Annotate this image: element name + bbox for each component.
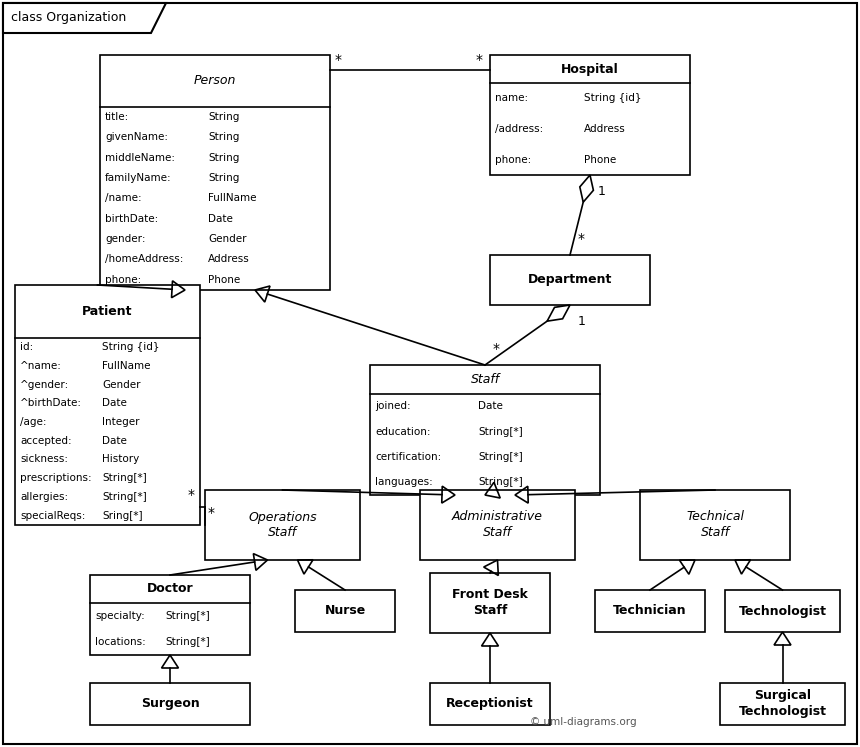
Text: Nurse: Nurse: [324, 604, 366, 618]
Text: String: String: [208, 132, 239, 142]
Text: String[*]: String[*]: [165, 637, 210, 647]
Text: languages:: languages:: [375, 477, 433, 487]
Text: familyName:: familyName:: [105, 173, 172, 183]
Text: Patient: Patient: [83, 305, 132, 318]
Text: joined:: joined:: [375, 401, 410, 412]
Bar: [595, 590, 705, 632]
Text: String[*]: String[*]: [165, 611, 210, 621]
Text: Phone: Phone: [584, 155, 617, 164]
Text: Person: Person: [194, 75, 236, 87]
Text: /homeAddress:: /homeAddress:: [105, 255, 183, 264]
Text: title:: title:: [105, 112, 129, 122]
Text: Gender: Gender: [102, 379, 140, 390]
Text: String[*]: String[*]: [478, 427, 523, 437]
Text: id:: id:: [20, 342, 34, 352]
Text: Date: Date: [208, 214, 233, 223]
Text: String {id}: String {id}: [102, 342, 159, 352]
Text: allergies:: allergies:: [20, 492, 68, 502]
Text: phone:: phone:: [495, 155, 531, 164]
Text: © uml-diagrams.org: © uml-diagrams.org: [530, 717, 636, 727]
Text: *: *: [335, 53, 342, 67]
Bar: [15, 285, 200, 525]
Text: birthDate:: birthDate:: [105, 214, 158, 223]
Text: accepted:: accepted:: [20, 436, 71, 446]
Text: *: *: [208, 506, 215, 520]
Text: Sring[*]: Sring[*]: [102, 511, 143, 521]
Text: *: *: [188, 488, 195, 502]
Text: *: *: [476, 53, 483, 67]
Text: *: *: [578, 232, 585, 246]
Bar: [205, 490, 360, 560]
Text: String {id}: String {id}: [584, 93, 642, 103]
Text: specialReqs:: specialReqs:: [20, 511, 85, 521]
Text: gender:: gender:: [105, 234, 145, 244]
Text: String[*]: String[*]: [478, 477, 523, 487]
Text: Gender: Gender: [208, 234, 247, 244]
Text: ^name:: ^name:: [20, 361, 62, 371]
Text: locations:: locations:: [95, 637, 145, 647]
Text: Date: Date: [102, 398, 126, 409]
Text: education:: education:: [375, 427, 431, 437]
Text: String[*]: String[*]: [102, 473, 147, 483]
Text: Date: Date: [102, 436, 126, 446]
Polygon shape: [3, 3, 166, 33]
Text: FullName: FullName: [208, 193, 256, 203]
Text: Surgeon: Surgeon: [141, 698, 200, 710]
Text: certification:: certification:: [375, 452, 441, 462]
Bar: [720, 683, 845, 725]
Text: /age:: /age:: [20, 417, 46, 427]
Text: Phone: Phone: [208, 275, 240, 285]
Bar: [100, 55, 330, 290]
Bar: [370, 365, 600, 495]
Text: String[*]: String[*]: [102, 492, 147, 502]
Text: *: *: [493, 342, 500, 356]
Bar: [490, 255, 650, 305]
Bar: [490, 55, 690, 175]
Text: Technologist: Technologist: [739, 604, 826, 618]
Bar: [725, 590, 840, 632]
Text: phone:: phone:: [105, 275, 141, 285]
Text: Department: Department: [528, 273, 612, 287]
Text: String: String: [208, 152, 239, 163]
Text: Integer: Integer: [102, 417, 139, 427]
Text: /name:: /name:: [105, 193, 142, 203]
Text: 1: 1: [578, 315, 586, 328]
Text: Address: Address: [584, 124, 626, 134]
Bar: [640, 490, 790, 560]
Text: Front Desk
Staff: Front Desk Staff: [452, 589, 528, 618]
Text: Operations
Staff: Operations Staff: [249, 510, 316, 539]
Text: Technician: Technician: [613, 604, 687, 618]
Text: Address: Address: [208, 255, 250, 264]
Text: Receptionist: Receptionist: [446, 698, 534, 710]
Text: class Organization: class Organization: [11, 11, 126, 25]
Text: Technical
Staff: Technical Staff: [686, 510, 744, 539]
Text: specialty:: specialty:: [95, 611, 144, 621]
Text: History: History: [102, 454, 139, 465]
Text: String[*]: String[*]: [478, 452, 523, 462]
Text: Surgical
Technologist: Surgical Technologist: [739, 689, 826, 719]
Text: Date: Date: [478, 401, 503, 412]
Text: ^gender:: ^gender:: [20, 379, 70, 390]
Bar: [295, 590, 395, 632]
Text: Staff: Staff: [470, 373, 500, 385]
Text: 1: 1: [598, 185, 606, 198]
Text: Administrative
Staff: Administrative Staff: [452, 510, 543, 539]
Text: Doctor: Doctor: [147, 583, 194, 595]
Text: prescriptions:: prescriptions:: [20, 473, 92, 483]
Text: /address:: /address:: [495, 124, 544, 134]
Text: String: String: [208, 112, 239, 122]
Text: FullName: FullName: [102, 361, 150, 371]
Bar: [430, 573, 550, 633]
Text: ^birthDate:: ^birthDate:: [20, 398, 82, 409]
Text: middleName:: middleName:: [105, 152, 175, 163]
Text: name:: name:: [495, 93, 528, 103]
Text: String: String: [208, 173, 239, 183]
Bar: [420, 490, 575, 560]
Text: givenName:: givenName:: [105, 132, 168, 142]
Bar: [90, 575, 250, 655]
Bar: [430, 683, 550, 725]
Text: sickness:: sickness:: [20, 454, 68, 465]
Bar: [90, 683, 250, 725]
Text: Hospital: Hospital: [561, 63, 619, 75]
